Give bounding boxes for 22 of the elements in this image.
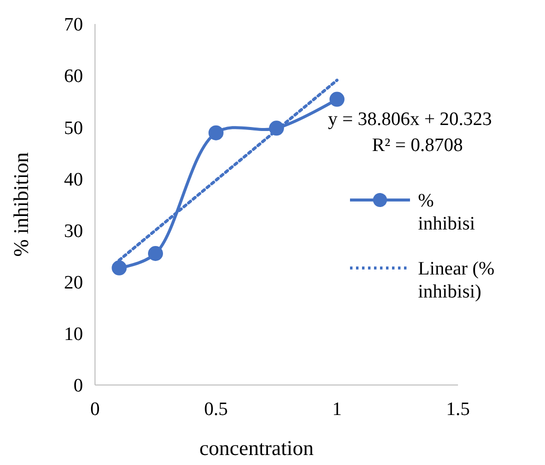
y-tick-label: 10 [64, 324, 83, 346]
x-tick-label: 0.5 [204, 399, 228, 420]
x-axis-title: concentration [199, 436, 314, 460]
annotation: y = 38.806x + 20.323 [328, 109, 492, 130]
y-tick-label: 50 [64, 118, 83, 139]
point [330, 92, 344, 107]
y-tick-label: 0 [74, 376, 83, 397]
legend-label: % inhibisi [418, 190, 476, 235]
x-tick-label: 0 [90, 399, 100, 420]
y-tick-label: 20 [64, 272, 83, 294]
x-tick-label: 1 [332, 399, 342, 420]
y-tick-label: 40 [64, 169, 83, 190]
y-tick-label: 70 [64, 14, 83, 36]
annotation: R² = 0.8708 [372, 135, 463, 156]
point [148, 246, 163, 261]
legend-label: Linear (% inhibisi) [418, 258, 495, 303]
point [208, 125, 224, 140]
y-axis-title: % inhibition [9, 152, 33, 257]
x-tick-label: 1.5 [446, 399, 470, 420]
y-tick-label: 30 [64, 220, 83, 242]
y-tick-label: 60 [64, 66, 83, 88]
point [112, 260, 127, 276]
